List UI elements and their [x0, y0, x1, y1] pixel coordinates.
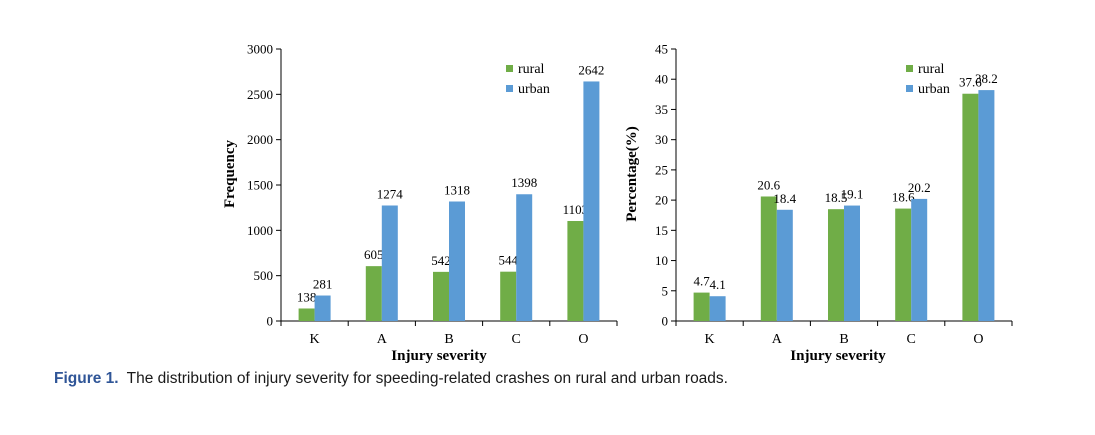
- left-y-tick-label: 1000: [247, 223, 273, 238]
- left-x-tick-label: C: [512, 332, 521, 347]
- right-x-tick-label: B: [839, 332, 848, 347]
- right-data-label: 19.1: [841, 187, 864, 202]
- left-bar-rural: [365, 266, 382, 321]
- right-bar-urban: [978, 90, 995, 321]
- right-x-tick-label: O: [973, 332, 983, 347]
- left-data-label: 1318: [444, 183, 470, 198]
- left-y-tick-label: 0: [267, 314, 274, 329]
- right-y-tick-label: 45: [655, 42, 668, 57]
- right-data-label: 18.6: [892, 190, 915, 205]
- right-data-label: 38.2: [975, 71, 998, 86]
- left-bar-rural: [567, 220, 584, 321]
- left-bar-rural: [500, 271, 517, 321]
- left-x-tick-label: A: [377, 332, 388, 347]
- left-y-tick-label: 1500: [247, 178, 273, 193]
- left-bar-rural: [298, 308, 315, 321]
- right-bar-rural: [895, 208, 912, 321]
- left-bar-urban: [449, 201, 465, 321]
- left-data-label: 281: [313, 277, 333, 292]
- left-y-tick-label: 2000: [247, 132, 273, 147]
- right-y-tick-label: 20: [655, 193, 668, 208]
- left-y-tick-label: 2500: [247, 87, 273, 102]
- right-x-axis-title: Injury severity: [790, 348, 886, 364]
- right-bar-urban: [844, 205, 860, 321]
- right-data-label: 4.7: [693, 274, 710, 289]
- left-legend-label-rural: rural: [518, 62, 545, 77]
- left-data-label: 2642: [578, 62, 604, 77]
- left-data-label: 1274: [377, 186, 404, 201]
- right-y-tick-label: 5: [662, 283, 669, 298]
- right-x-tick-label: K: [705, 332, 715, 347]
- right-legend-swatch-urban: [906, 85, 913, 92]
- right-y-tick-label: 25: [655, 162, 668, 177]
- frequency-chart: 0 500 1000 1500 2000 2500 3000 K 138 281 A 605 1274 B…: [222, 42, 618, 364]
- right-y-tick-label: 15: [655, 223, 668, 238]
- right-legend-label-urban: urban: [918, 82, 950, 97]
- figure-label: Figure 1.: [54, 370, 119, 387]
- right-y-tick-label: 35: [655, 102, 668, 117]
- right-bar-urban: [709, 296, 726, 321]
- right-bar-rural: [828, 209, 844, 321]
- left-data-label: 1398: [511, 175, 537, 190]
- left-bar-urban: [381, 205, 398, 321]
- right-bar-rural: [693, 292, 710, 321]
- left-data-label: 544: [498, 253, 518, 268]
- right-data-label: 4.1: [709, 277, 725, 292]
- right-y-tick-label: 0: [662, 314, 669, 329]
- left-data-label: 1103: [563, 202, 589, 217]
- left-legend-swatch-urban: [506, 85, 513, 92]
- right-x-tick-label: C: [907, 332, 916, 347]
- left-legend-swatch-rural: [506, 65, 513, 72]
- left-x-tick-label: K: [310, 332, 320, 347]
- right-y-tick-label: 40: [655, 72, 668, 87]
- left-data-label: 138: [297, 289, 317, 304]
- right-bar-urban: [776, 209, 793, 321]
- right-y-tick-label: 10: [655, 253, 668, 268]
- left-data-label: 605: [364, 247, 384, 262]
- left-bar-urban: [516, 194, 533, 321]
- left-y-tick-label: 500: [254, 268, 274, 283]
- right-bar-urban: [911, 198, 928, 321]
- right-y-tick-label: 30: [655, 132, 668, 147]
- left-y-tick-label: 3000: [247, 42, 273, 57]
- left-y-axis-title: Frequency: [222, 139, 238, 208]
- right-bar-rural: [962, 93, 979, 322]
- right-data-label: 20.6: [757, 177, 780, 192]
- figure-caption: Figure 1. The distribution of injury seve…: [54, 370, 728, 388]
- left-x-tick-label: O: [578, 332, 588, 347]
- right-data-label: 18.4: [773, 191, 796, 206]
- left-data-label: 542: [431, 253, 451, 268]
- left-bar-urban: [314, 295, 331, 321]
- right-data-label: 37.6: [959, 75, 982, 90]
- left-bar-urban: [583, 81, 600, 321]
- right-legend-swatch-rural: [906, 65, 913, 72]
- left-bar-rural: [433, 271, 449, 321]
- figure-caption-text: The distribution of injury severity for …: [126, 370, 728, 387]
- left-legend-label-urban: urban: [518, 82, 550, 97]
- right-bar-rural: [760, 196, 777, 321]
- right-legend-label-rural: rural: [918, 62, 945, 77]
- left-x-tick-label: B: [444, 332, 453, 347]
- right-data-label: 18.5: [825, 190, 848, 205]
- right-data-label: 20.2: [908, 180, 931, 195]
- right-y-axis-title: Percentage(%): [624, 126, 640, 222]
- right-x-tick-label: A: [772, 332, 783, 347]
- left-x-axis-title: Injury severity: [391, 348, 487, 364]
